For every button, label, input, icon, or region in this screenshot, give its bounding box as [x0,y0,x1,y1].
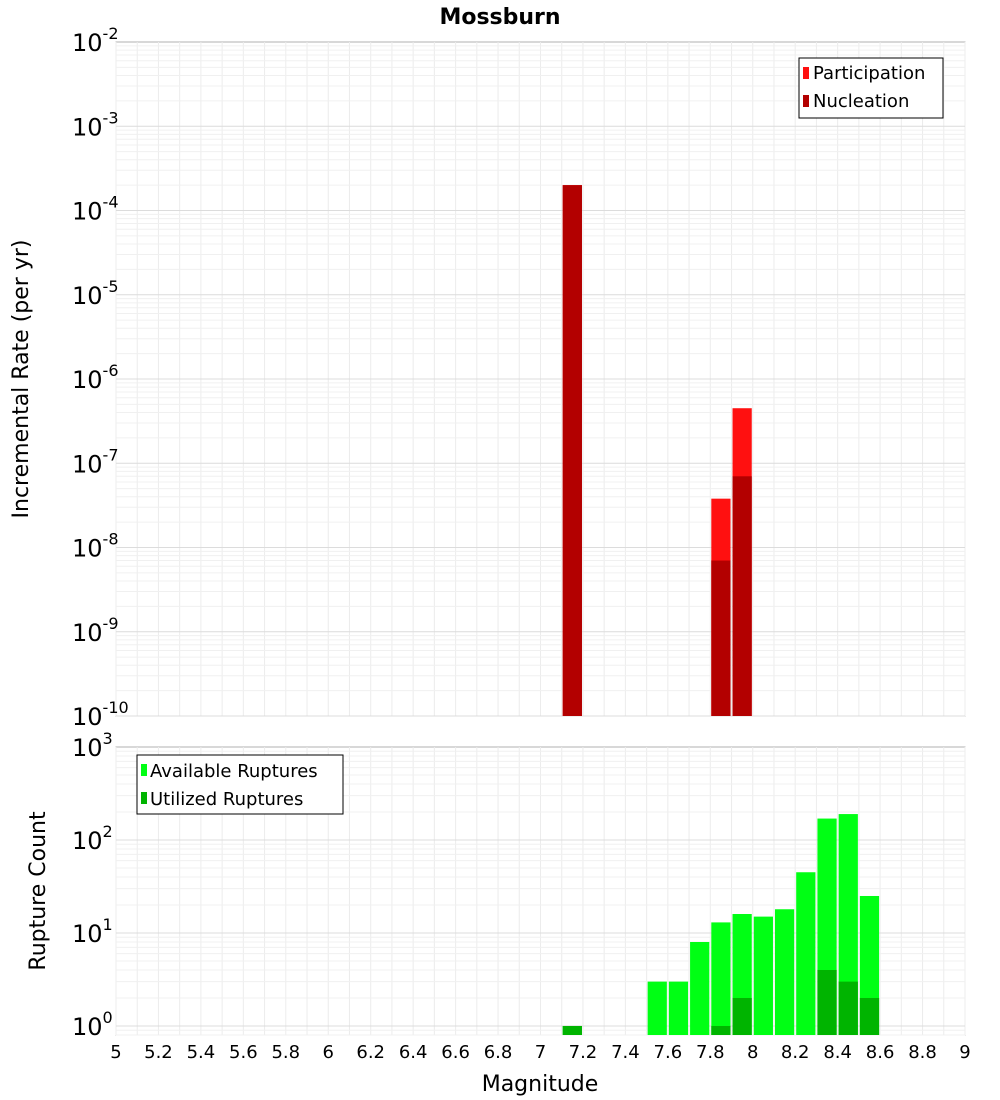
x-tick-label: 8.4 [823,1042,852,1063]
bar-utilized-ruptures-7-95 [732,997,752,1035]
x-tick-label: 7 [535,1042,546,1063]
x-tick-label: 6.6 [441,1042,470,1063]
rate-plot-y-ticks: 10-10 10-9 10-8 10-7 10-6 10-5 10-4 10-3 10-2 [72,24,129,731]
x-tick-label: 8 [747,1042,758,1063]
bar-utilized-ruptures-7-15 [562,1025,582,1035]
bar-available-ruptures-8-05 [753,916,773,1035]
x-tick-label: 7.2 [569,1042,598,1063]
rate-legend: Participation Nucleation [798,57,944,119]
bar-utilized-ruptures-7-85 [711,1025,731,1035]
rupture-plot-bars [562,814,880,1035]
rate-legend-box [798,57,944,119]
rupture-y-axis-label: Rupture Count [26,811,51,971]
x-tick-label: 8.6 [866,1042,895,1063]
legend-swatch-nucleation [803,95,809,107]
rupture-legend-box [136,754,344,815]
bar-utilized-ruptures-8-45 [838,981,858,1035]
rate-y-tick-label: 10-2 [72,24,119,57]
rupture-y-tick-label: 100 [72,1008,113,1041]
x-tick-label: 6.8 [484,1042,513,1063]
rate-y-tick-label: 10-5 [72,277,119,310]
x-tick-label: 8.8 [908,1042,937,1063]
bar-nucleation-7-85 [711,560,731,716]
rate-plot: 10-10 10-9 10-8 10-7 10-6 10-5 10-4 10-3 10-2 In… [9,24,966,731]
x-tick-label: 8.2 [781,1042,810,1063]
x-tick-label: 6.4 [399,1042,428,1063]
legend-label-available-ruptures: Available Ruptures [150,761,318,782]
rupture-legend: Available Ruptures Utilized Ruptures [136,754,344,815]
bar-available-ruptures-7-65 [668,981,689,1035]
legend-label-utilized-ruptures: Utilized Ruptures [150,789,303,810]
x-tick-label: 5 [110,1042,121,1063]
bar-utilized-ruptures-8-55 [859,997,880,1035]
rupture-y-tick-label: 101 [72,915,113,948]
legend-label-nucleation: Nucleation [813,91,909,112]
x-tick-label: 5.2 [144,1042,173,1063]
rupture-plot-grid [115,747,966,1036]
rate-y-tick-label: 10-8 [72,530,119,563]
rupture-y-tick-label: 103 [72,729,113,762]
rate-y-tick-label: 10-7 [72,445,119,478]
rate-y-tick-label: 10-4 [72,193,119,226]
chart-title: Mossburn [439,5,560,30]
rate-y-tick-label: 10-6 [72,361,119,394]
rate-y-tick-label: 10-10 [72,698,129,731]
legend-swatch-participation [803,67,809,79]
x-tick-label: 7.4 [611,1042,640,1063]
x-tick-label: 7.8 [696,1042,725,1063]
rate-plot-bars [562,185,752,716]
rate-y-axis-label: Incremental Rate (per yr) [9,240,34,519]
x-tick-label: 9 [959,1042,970,1063]
legend-swatch-utilized-ruptures [141,792,147,804]
bar-available-ruptures-7-55 [647,981,667,1035]
x-tick-label: 6.2 [356,1042,385,1063]
bar-available-ruptures-8-25 [796,872,816,1035]
rate-plot-grid [115,42,966,717]
x-tick-labels: 5 5.2 5.4 5.6 5.8 6 6.2 6.4 6.6 6.8 7 7.2 7.4 7.6 7.8 8… [110,1042,970,1063]
rate-y-tick-label: 10-9 [72,614,119,647]
legend-label-participation: Participation [813,63,925,84]
bar-available-ruptures-8-15 [774,909,795,1035]
x-tick-label: 5.8 [271,1042,300,1063]
bar-nucleation-7-95 [732,476,752,716]
rate-y-tick-label: 10-3 [72,108,119,141]
rupture-count-plot: 100 101 102 103 5 5.2 5.4 5.6 5.8 6 6.2 6.4 6.6 6.8 7… [26,729,971,1097]
rupture-plot-y-ticks: 100 101 102 103 [72,729,113,1041]
rupture-y-tick-label: 102 [72,822,113,855]
bar-utilized-ruptures-8-35 [817,969,837,1035]
bar-nucleation-7-15 [562,185,582,716]
x-tick-label: 6 [323,1042,334,1063]
bar-available-ruptures-7-85 [711,922,731,1035]
x-tick-label: 5.4 [187,1042,216,1063]
bar-available-ruptures-8-45 [838,814,858,1035]
legend-swatch-available-ruptures [141,764,147,776]
x-tick-label: 7.6 [654,1042,683,1063]
bar-available-ruptures-7-75 [690,942,710,1035]
x-tick-label: 5.6 [229,1042,258,1063]
x-axis-label: Magnitude [482,1072,599,1097]
